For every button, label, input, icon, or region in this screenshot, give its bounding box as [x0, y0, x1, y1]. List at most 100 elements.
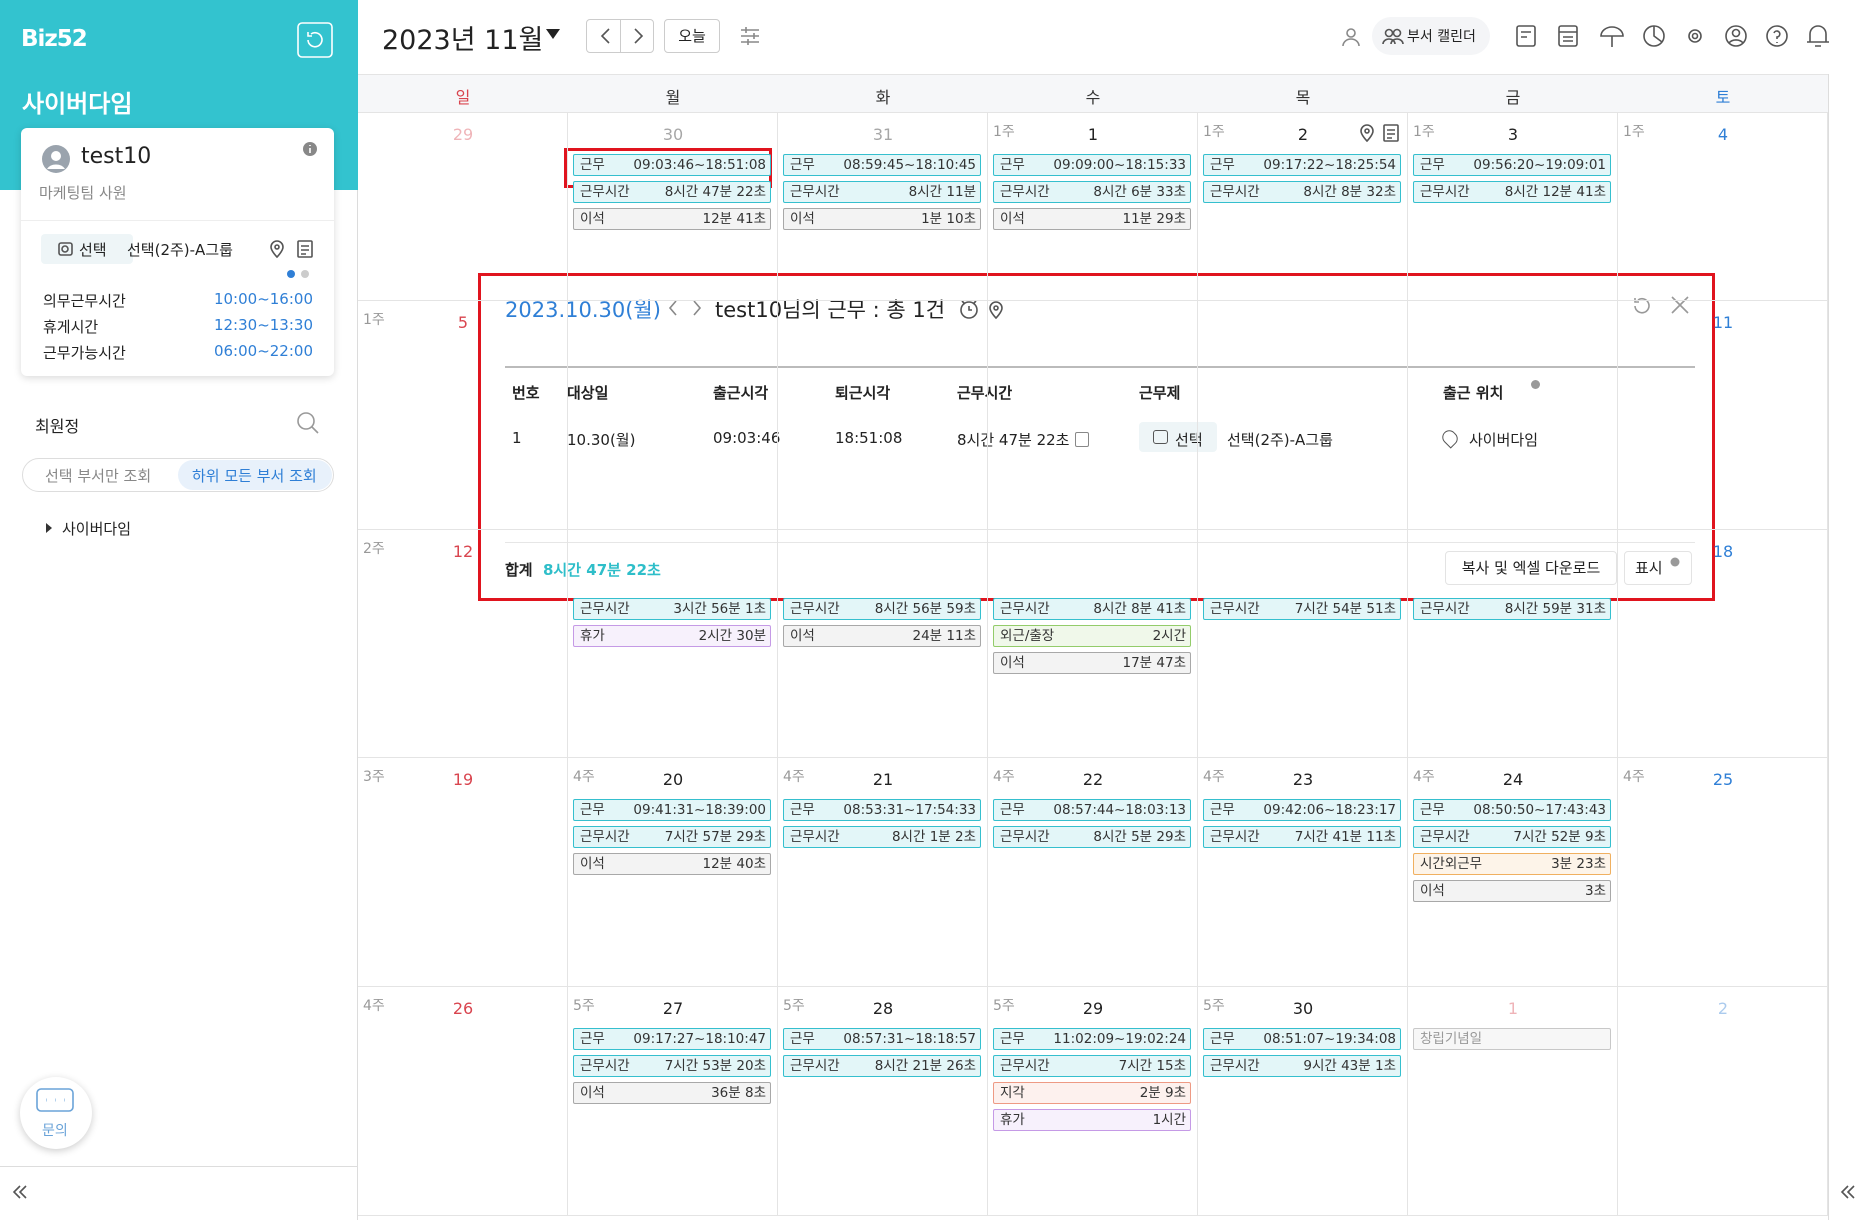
calendar-event[interactable]: 이석 3초: [1413, 880, 1611, 902]
calendar-event[interactable]: 근무 08:57:44~18:03:13: [993, 799, 1191, 821]
day-number[interactable]: 29: [452, 125, 474, 144]
calendar-event[interactable]: 휴가 1시간: [993, 1109, 1191, 1131]
calendar-event[interactable]: 근무 08:50:50~17:43:43: [1413, 799, 1611, 821]
day-number[interactable]: 4: [1717, 125, 1729, 144]
calendar-event[interactable]: 근무시간 7시간 54분 51초: [1203, 598, 1401, 620]
day-number[interactable]: 23: [1292, 770, 1314, 789]
excel-button[interactable]: 복사 및 엑셀 다운로드: [1445, 551, 1617, 585]
day-number[interactable]: 2: [1297, 125, 1309, 144]
calendar-event[interactable]: 근무시간 8시간 56분 59초: [783, 598, 981, 620]
day-number[interactable]: 24: [1502, 770, 1524, 789]
day-number[interactable]: 5: [457, 313, 469, 332]
calendar-event[interactable]: 휴가 2시간 30분: [573, 625, 771, 647]
calendar-event[interactable]: 근무 09:09:00~18:15:33: [993, 154, 1191, 176]
calendar-event[interactable]: 근무 09:03:46~18:51:08: [573, 154, 771, 176]
logo[interactable]: Biz52: [21, 26, 88, 52]
day-number[interactable]: 3: [1507, 125, 1519, 144]
collapse-right[interactable]: [1838, 1184, 1858, 1200]
day-number[interactable]: 28: [872, 999, 894, 1018]
calendar-event[interactable]: 시간외근무 3분 23초: [1413, 853, 1611, 875]
popup-icons[interactable]: [958, 297, 1008, 321]
calendar-event[interactable]: 근무 08:59:45~18:10:45: [783, 154, 981, 176]
calendar-event[interactable]: 창립기념일: [1413, 1028, 1611, 1050]
calendar-event[interactable]: 근무 09:17:27~18:10:47: [573, 1028, 771, 1050]
tree-caret[interactable]: [44, 522, 54, 534]
calendar-event[interactable]: 근무시간 8시간 5분 29초: [993, 826, 1191, 848]
popup-actions[interactable]: [1629, 293, 1699, 319]
calendar-event[interactable]: 근무 11:02:09~19:02:24: [993, 1028, 1191, 1050]
tab-active[interactable]: 하위 모든 부서 조회: [192, 467, 317, 485]
calendar-event[interactable]: 근무시간 7시간 15초: [993, 1055, 1191, 1077]
calendar-event[interactable]: 근무시간 3시간 56분 1초: [573, 598, 771, 620]
memo-icon[interactable]: [295, 239, 315, 259]
calendar-event[interactable]: 근무시간 8시간 47분 22초: [573, 181, 771, 203]
calendar-event[interactable]: 이석 17분 47초: [993, 652, 1191, 674]
day-number[interactable]: 20: [662, 770, 684, 789]
calendar-event[interactable]: 근무시간 8시간 21분 26초: [783, 1055, 981, 1077]
calendar-event[interactable]: 근무시간 8시간 8분 32초: [1203, 181, 1401, 203]
next-button[interactable]: [628, 26, 648, 46]
calendar-event[interactable]: 근무 08:53:31~17:54:33: [783, 799, 981, 821]
memo-icon[interactable]: [1075, 432, 1089, 447]
calendar-event[interactable]: 이석 36분 8초: [573, 1082, 771, 1104]
search-text[interactable]: 최원정: [35, 417, 80, 436]
calendar-event[interactable]: 근무시간 8시간 1분 2초: [783, 826, 981, 848]
location-icon[interactable]: [267, 239, 287, 259]
calendar-event[interactable]: 근무 09:41:31~18:39:00: [573, 799, 771, 821]
calendar-event[interactable]: 근무 09:42:06~18:23:17: [1203, 799, 1401, 821]
tree-node[interactable]: 사이버다임: [62, 520, 132, 538]
calendar-event[interactable]: 근무시간 7시간 57분 29초: [573, 826, 771, 848]
calendar-event[interactable]: 근무시간 8시간 6분 33초: [993, 181, 1191, 203]
day-number[interactable]: 22: [1082, 770, 1104, 789]
day-number[interactable]: 21: [872, 770, 894, 789]
day-number[interactable]: 11: [1712, 313, 1734, 332]
calendar-event[interactable]: 근무시간 8시간 12분 41초: [1413, 181, 1611, 203]
calendar-event[interactable]: 근무 09:17:22~18:25:54: [1203, 154, 1401, 176]
collapse-left[interactable]: [10, 1184, 30, 1200]
calendar-event[interactable]: 근무 09:56:20~19:09:01: [1413, 154, 1611, 176]
day-number[interactable]: 27: [662, 999, 684, 1018]
calendar-event[interactable]: 근무시간 8시간 59분 31초: [1413, 598, 1611, 620]
calendar-event[interactable]: 이석 12분 41초: [573, 208, 771, 230]
day-number[interactable]: 2: [1717, 999, 1729, 1018]
calendar-event[interactable]: 이석 24분 11초: [783, 625, 981, 647]
refresh-button[interactable]: [297, 22, 333, 58]
search-icon[interactable]: [296, 411, 320, 435]
day-number[interactable]: 29: [1082, 999, 1104, 1018]
calendar-event[interactable]: 근무시간 8시간 11분: [783, 181, 981, 203]
day-number[interactable]: 1: [1087, 125, 1099, 144]
month-title[interactable]: 2023년 11월: [382, 25, 544, 56]
day-number[interactable]: 30: [662, 125, 684, 144]
display-button[interactable]: 표시: [1624, 551, 1692, 585]
person-icon[interactable]: [1340, 26, 1362, 48]
calendar-event[interactable]: 근무시간 7시간 41분 11초: [1203, 826, 1401, 848]
calendar-event[interactable]: 지각 2분 9초: [993, 1082, 1191, 1104]
day-number[interactable]: 18: [1712, 542, 1734, 561]
popup-nav[interactable]: [664, 296, 708, 320]
calendar-event[interactable]: 외근/출장 2시간: [993, 625, 1191, 647]
day-number[interactable]: 25: [1712, 770, 1734, 789]
calendar-event[interactable]: 이석 1분 10초: [783, 208, 981, 230]
filter-button[interactable]: [738, 24, 762, 48]
day-number[interactable]: 26: [452, 999, 474, 1018]
day-number[interactable]: 1: [1507, 999, 1519, 1018]
month-dropdown[interactable]: [545, 28, 561, 40]
calendar-event[interactable]: 근무시간 7시간 53분 20초: [573, 1055, 771, 1077]
calendar-event[interactable]: 근무 08:57:31~18:18:57: [783, 1028, 981, 1050]
calendar-event[interactable]: 근무시간 8시간 8분 41초: [993, 598, 1191, 620]
calendar-event[interactable]: 근무 08:51:07~19:34:08: [1203, 1028, 1401, 1050]
day-number[interactable]: 30: [1292, 999, 1314, 1018]
prev-button[interactable]: [596, 26, 616, 46]
day-number[interactable]: 19: [452, 770, 474, 789]
calendar-event[interactable]: 근무시간 7시간 52분 9초: [1413, 826, 1611, 848]
info-icon[interactable]: [302, 141, 318, 157]
tab[interactable]: 선택 부서만 조회: [45, 467, 152, 485]
day-icons[interactable]: [1358, 123, 1402, 143]
calendar-event[interactable]: 근무시간 9시간 43분 1초: [1203, 1055, 1401, 1077]
calendar-event[interactable]: 이석 12분 40초: [573, 853, 771, 875]
toolbar-icons[interactable]: [1512, 22, 1832, 50]
day-number[interactable]: 12: [452, 542, 474, 561]
today-button[interactable]: 오늘: [664, 19, 720, 53]
day-number[interactable]: 31: [872, 125, 894, 144]
calendar-event[interactable]: 이석 11분 29초: [993, 208, 1191, 230]
